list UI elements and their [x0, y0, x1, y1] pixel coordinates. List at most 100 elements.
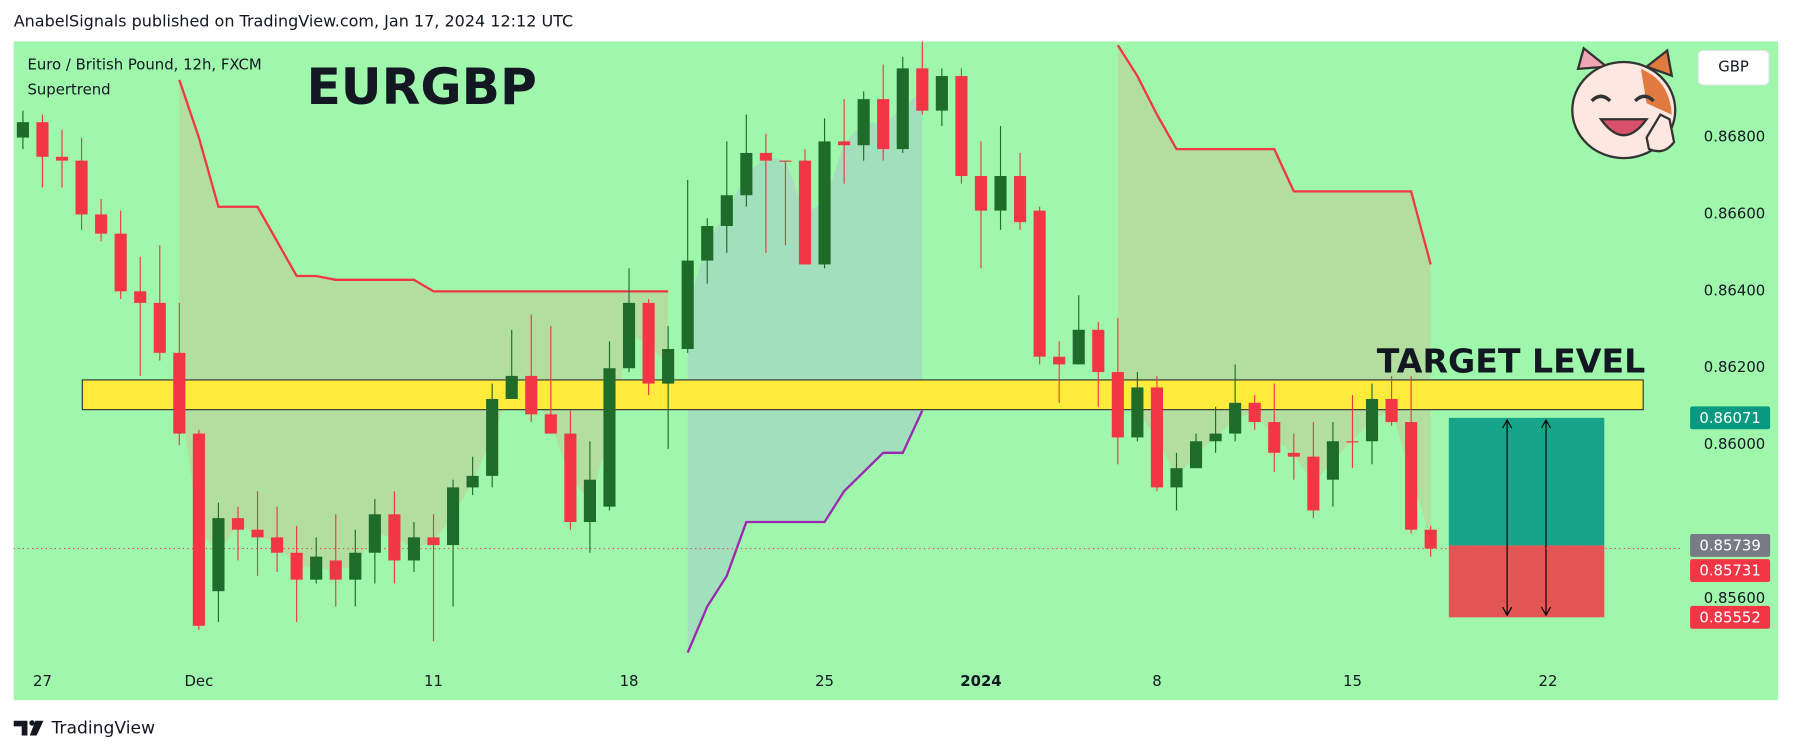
arrow-head	[1540, 418, 1552, 429]
annotation: TARGET LEVEL	[1377, 341, 1645, 380]
symbol-legend: Euro / British Pound, 12h, FXCM	[27, 55, 261, 73]
candle-body	[935, 76, 948, 111]
candle-body	[329, 560, 342, 580]
price-label-box	[1690, 605, 1771, 629]
candle-body	[212, 518, 225, 592]
supertrend-line	[1116, 44, 1432, 265]
candle-body	[622, 302, 636, 369]
y-tick-label: 0.86000	[1704, 435, 1765, 453]
candle-body	[1150, 387, 1163, 488]
candle-body	[1287, 452, 1300, 457]
arrow-head	[1540, 606, 1552, 617]
candle-body	[231, 518, 245, 530]
price-label-box	[1690, 534, 1771, 557]
candle-body	[192, 433, 205, 626]
candle-body	[95, 214, 108, 234]
candle-body	[974, 176, 988, 211]
candle-body	[701, 225, 714, 261]
footer-logo	[13, 720, 44, 736]
candle-body	[564, 433, 577, 522]
publish-header: AnabelSignals published on TradingView.c…	[14, 12, 573, 31]
candle-body	[603, 368, 616, 507]
sticker	[1571, 46, 1677, 160]
candle-body	[1268, 422, 1281, 453]
candle-body	[173, 352, 186, 434]
candle-body	[1209, 433, 1222, 442]
x-tick-label: Dec	[184, 672, 213, 690]
candle-body	[818, 141, 831, 265]
price-label: 0.85731	[1699, 562, 1760, 580]
currency-label: GBP	[1718, 58, 1749, 76]
x-tick-label: 25	[815, 672, 834, 690]
x-tick-label: 27	[33, 672, 52, 690]
candle-body	[779, 160, 792, 162]
sticker-eye	[1590, 94, 1612, 103]
supertrend-line	[178, 79, 669, 293]
sticker-eye	[1633, 94, 1655, 103]
candle-body	[681, 260, 694, 350]
sticker-ear	[1576, 46, 1610, 71]
candle-body	[1365, 398, 1379, 442]
candle-body	[720, 195, 733, 226]
price-label: 0.86071	[1699, 409, 1760, 427]
candle-body	[1326, 441, 1339, 480]
sticker-hand	[1645, 113, 1676, 153]
x-tick-label: 8	[1152, 672, 1161, 690]
candle-body	[153, 302, 166, 353]
supertrend-fill	[687, 89, 923, 653]
candle-body	[857, 99, 870, 146]
loss-zone	[1448, 545, 1605, 618]
candle-body	[290, 552, 303, 580]
candle-body	[1229, 402, 1242, 434]
candle-body	[1307, 456, 1320, 511]
currency-button[interactable]	[1697, 50, 1770, 86]
profit-zone	[1448, 417, 1605, 546]
candle-body	[1014, 176, 1027, 223]
candle-body	[1424, 529, 1437, 549]
price-label: 0.85552	[1699, 608, 1760, 626]
sticker-patch	[1640, 68, 1672, 115]
chart-title: EURGBP	[306, 57, 536, 116]
price-label-box	[1690, 406, 1771, 430]
y-tick-label: 0.86800	[1704, 128, 1765, 146]
price-label: 0.85739	[1699, 537, 1760, 555]
candle-body	[955, 76, 968, 177]
x-tick-label: 15	[1343, 672, 1362, 690]
candle-body	[1111, 372, 1124, 438]
y-tick-label: 0.86400	[1704, 281, 1765, 299]
candle-body	[1131, 387, 1144, 438]
candle-body	[1072, 329, 1085, 365]
candle-body	[271, 537, 284, 553]
arrow-head	[1502, 418, 1513, 429]
candle-body	[740, 152, 753, 196]
candle-body	[1170, 468, 1183, 488]
candle-body	[388, 514, 401, 561]
candle-body	[55, 156, 69, 161]
candle-body	[838, 141, 851, 146]
candle-body	[1248, 402, 1261, 423]
candles	[16, 41, 1437, 642]
candle-body	[759, 152, 772, 161]
candle-body	[407, 537, 421, 561]
price-label-box	[1690, 559, 1771, 583]
y-tick-label: 0.85600	[1704, 589, 1765, 607]
candle-body	[466, 475, 479, 488]
arrow-head	[1502, 606, 1513, 617]
x-tick-label: 22	[1539, 672, 1558, 690]
candle-body	[1092, 329, 1105, 373]
candle-body	[994, 176, 1007, 211]
candle-body	[75, 160, 88, 215]
candle-body	[446, 487, 460, 546]
logo-mark	[13, 720, 28, 736]
supertrend-lines	[178, 44, 1432, 654]
candle-body	[896, 68, 909, 150]
candle-body	[349, 552, 362, 580]
candle-body	[662, 349, 675, 384]
candle-body	[1405, 422, 1418, 530]
target-zone	[81, 379, 1644, 411]
candle-body	[798, 160, 812, 265]
supertrend-fill	[179, 79, 669, 571]
candle-body	[525, 375, 538, 415]
candle-body	[427, 537, 440, 546]
